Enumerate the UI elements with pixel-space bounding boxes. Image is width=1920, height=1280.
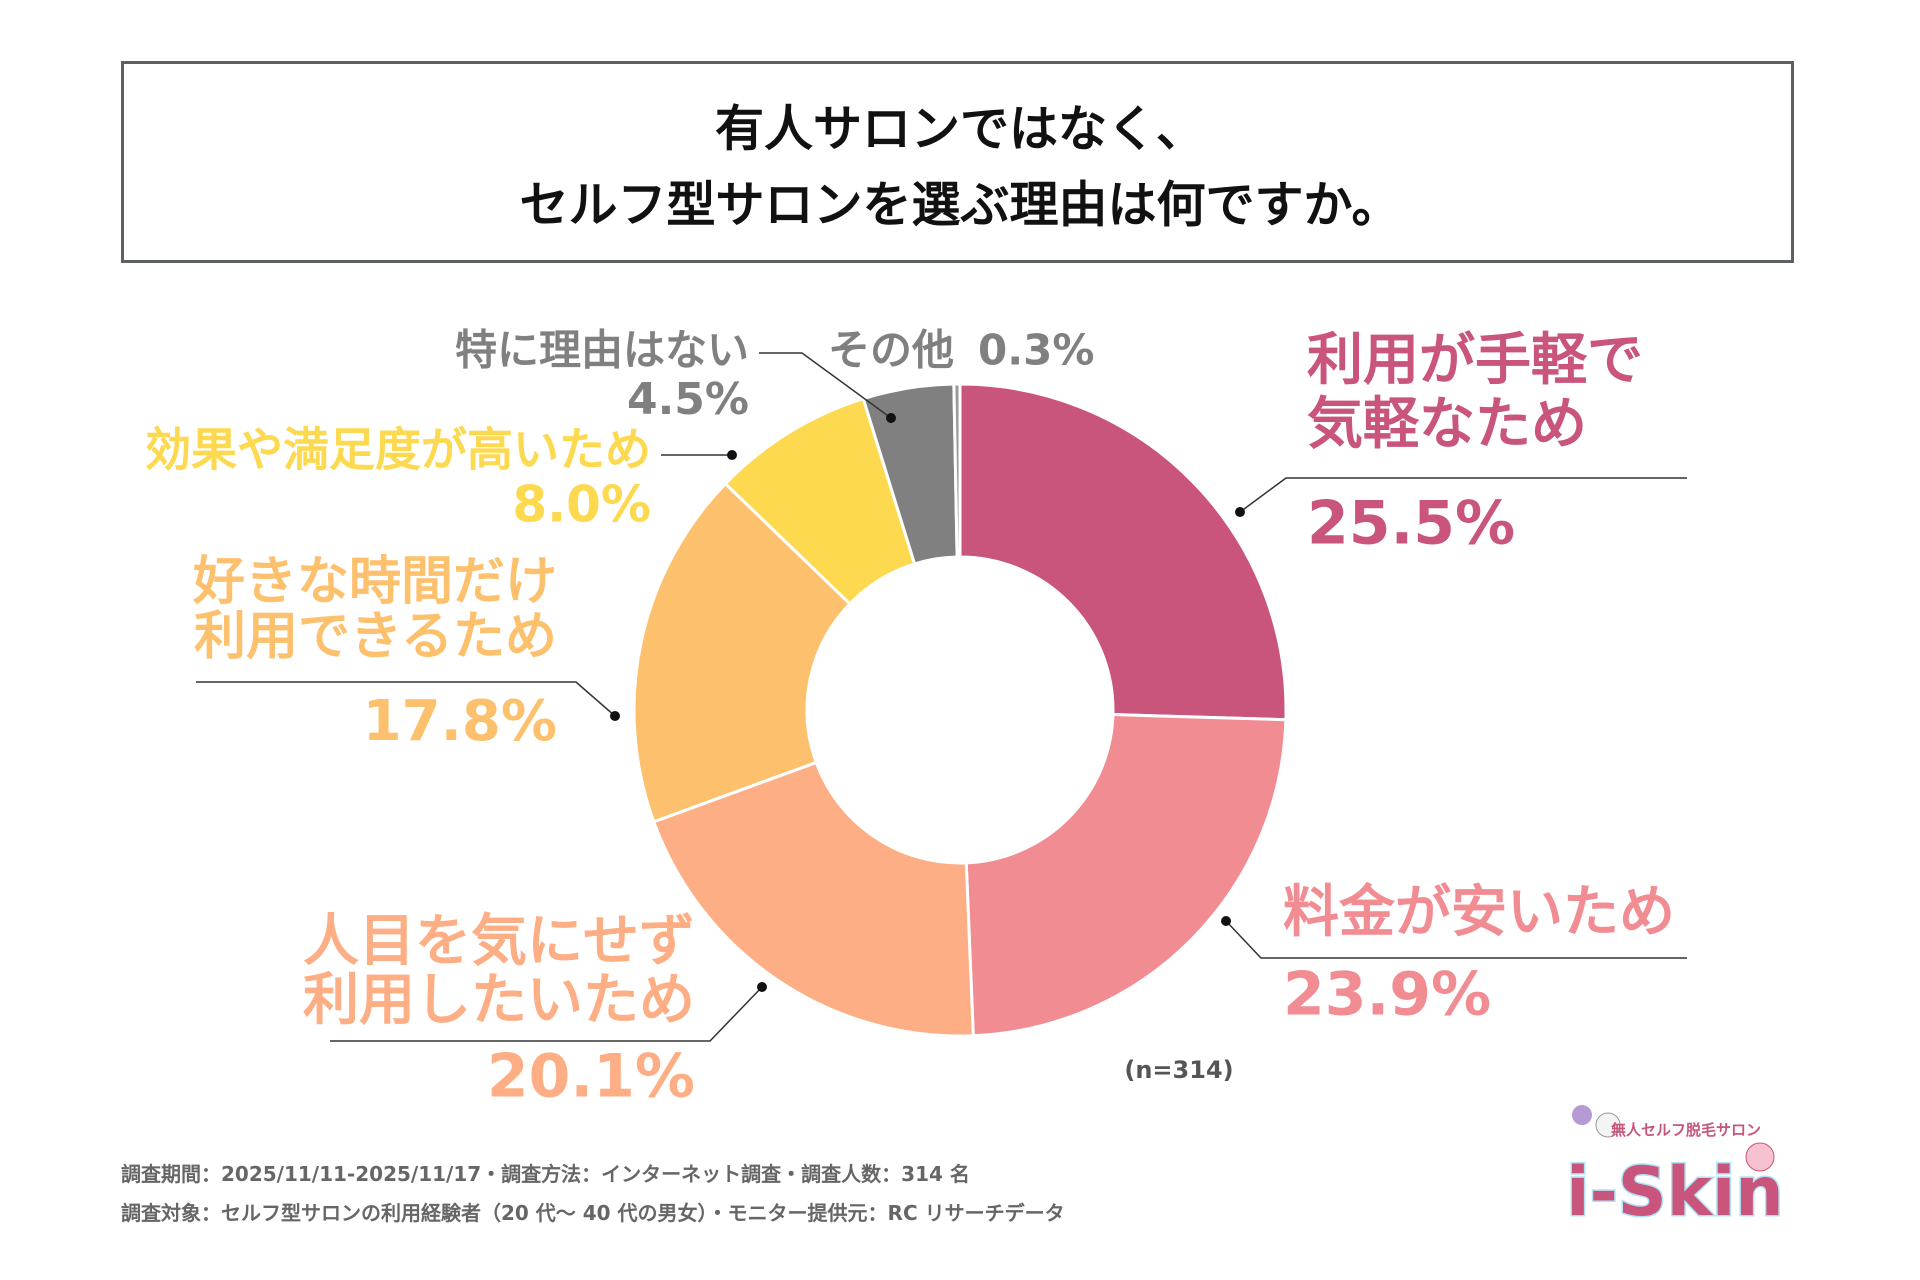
title-line-1: 有人サロンではなく、	[715, 101, 1205, 158]
slice-value-2: 20.1%	[487, 1042, 695, 1112]
leader-line-3	[196, 681, 616, 717]
slice-value-6: 0.3%	[978, 326, 1094, 375]
leader-line-1	[1225, 920, 1687, 959]
footer-survey-target: 調査対象：セルフ型サロンの利用経験者（20 代〜 40 代の男女）・モニター提供…	[121, 1201, 1065, 1225]
donut-slice-1	[964, 713, 1288, 1038]
leader-line-2	[330, 986, 763, 1042]
donut-slice-0	[958, 382, 1288, 722]
slice-value-5: 4.5%	[627, 374, 749, 425]
slice-value-3: 17.8%	[363, 689, 557, 754]
title-line-2: セルフ型サロンを選ぶ理由は何ですか。	[519, 177, 1400, 234]
leader-dot-3	[610, 711, 620, 721]
logo-brand: i-Skin	[1566, 1153, 1783, 1225]
leader-dot-5	[886, 413, 896, 423]
sample-size: (n=314)	[1124, 1056, 1233, 1084]
donut-slice-6	[952, 382, 962, 559]
slice-value-0: 25.5%	[1307, 489, 1515, 559]
ice-cream-icon	[1572, 1105, 1592, 1125]
leader-dot-2	[757, 982, 767, 992]
slice-value-1: 23.9%	[1283, 960, 1491, 1030]
leader-line-5	[759, 352, 892, 419]
slice-label-1: 料金が安いため	[1283, 880, 1675, 945]
leader-dot-0	[1235, 507, 1245, 517]
cat-mascot-pink-icon	[1745, 1142, 1775, 1172]
slice-label-0: 利用が手軽で	[1307, 328, 1643, 393]
slice-value-4: 8.0%	[512, 476, 651, 534]
donut-slice-2	[651, 760, 975, 1038]
footer-survey-period: 調査期間：2025/11/11-2025/11/17・調査方法：インターネット調…	[121, 1162, 970, 1186]
leader-line-0	[1239, 477, 1687, 513]
slice-label-2: 利用したいため	[303, 968, 695, 1033]
slice-label-6: その他	[828, 326, 954, 375]
i-skin-logo: 無人セルフ脱毛サロン i-Skin	[1565, 1105, 1785, 1225]
slice-label-3: 利用できるため	[194, 607, 557, 667]
leader-dot-4	[727, 450, 737, 460]
slice-label-0: 気軽なため	[1307, 392, 1587, 457]
logo-tagline: 無人セルフ脱毛サロン	[1611, 1121, 1761, 1139]
donut-slice-3	[632, 481, 852, 824]
title-box	[121, 61, 1794, 263]
leader-dot-1	[1221, 916, 1231, 926]
cat-mascot-icon	[1595, 1112, 1621, 1138]
slice-label-2: 人目を気にせず	[303, 909, 695, 974]
slice-label-3: 好きな時間だけ	[192, 552, 557, 612]
slice-label-4: 効果や満足度が高いため	[145, 423, 651, 477]
slice-label-5: 特に理由はない	[455, 326, 749, 375]
